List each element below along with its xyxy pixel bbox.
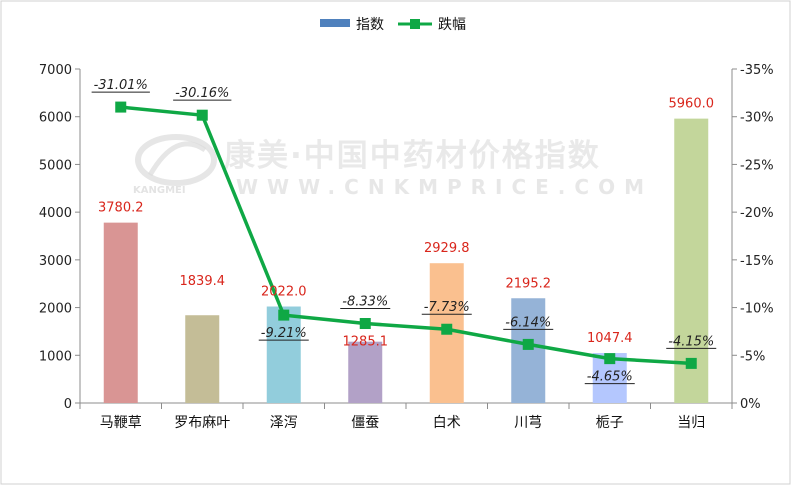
line-point	[278, 309, 290, 321]
bar	[266, 306, 301, 403]
left-tick-label: 3000	[39, 254, 72, 269]
watermark-brand-text: KANGMEI	[133, 185, 186, 196]
x-category-label: 白术	[433, 415, 461, 431]
data-labels: 3780.2 1839.4 2022.0 1285.1 2929.8 2195.2 1047…	[91, 78, 717, 385]
x-category-label: 当归	[677, 414, 705, 431]
line-value-label: -8.33%	[342, 295, 388, 310]
line-point	[441, 323, 453, 335]
bar	[103, 222, 138, 403]
bar	[674, 118, 709, 403]
right-tick-label: -10%	[740, 302, 774, 317]
bar-value-label: 2022.0	[261, 285, 307, 300]
legend-line-label: 跌幅	[438, 17, 466, 33]
line-value-label: -31.01%	[94, 78, 148, 93]
line-point	[685, 357, 697, 369]
bar	[348, 341, 383, 403]
line-point	[196, 109, 208, 121]
left-tick-label: 0	[64, 397, 72, 412]
line-value-label: -4.15%	[668, 334, 714, 349]
bar-value-label: 5960.0	[669, 97, 715, 112]
bar-value-label: 1047.4	[587, 331, 633, 346]
x-category-label: 罗布麻叶	[174, 415, 230, 431]
legend-bar-swatch	[320, 19, 350, 27]
right-tick-label: -15%	[740, 254, 774, 269]
left-tick-label: 5000	[39, 158, 72, 173]
x-category-label: 僵蚕	[351, 415, 379, 431]
left-tick-label: 4000	[39, 206, 72, 221]
bar-value-label: 3780.2	[98, 201, 144, 216]
right-tick-label: -35%	[740, 63, 774, 78]
left-tick-label: 2000	[39, 302, 72, 317]
right-tick-label: 0%	[740, 397, 761, 412]
decline-line	[120, 105, 692, 366]
right-tick-label: -30%	[740, 111, 774, 126]
line-value-label: -6.14%	[505, 315, 551, 330]
x-category-label: 泽泻	[270, 415, 298, 431]
legend-line-marker	[410, 19, 420, 29]
line-point	[604, 353, 616, 365]
left-tick-label: 1000	[39, 349, 72, 364]
legend: 指数 跌幅	[320, 17, 466, 33]
line-point	[359, 318, 371, 330]
line-value-label: -7.73%	[424, 300, 470, 315]
right-tick-label: -25%	[740, 158, 774, 173]
bar-value-label: 2195.2	[506, 276, 552, 291]
watermark-logo-icon	[135, 134, 217, 186]
line-value-label: -30.16%	[175, 86, 229, 101]
line-point	[115, 101, 127, 113]
line-value-label: -9.21%	[261, 326, 307, 341]
axes: 0 1000 2000 3000 4000 5000 6000 7000 0% -5% -10% -1…	[39, 63, 774, 431]
x-category-label: 马鞭草	[100, 415, 142, 431]
watermark-url-text: WWW.CNKMPRICE.COM	[236, 175, 653, 199]
line-value-label: -4.65%	[587, 370, 633, 385]
x-category-label: 栀子	[596, 415, 624, 431]
left-tick-label: 7000	[39, 63, 72, 78]
bar	[185, 315, 220, 403]
watermark: 康美·中国中药材价格指数 KANGMEI WWW.CNKMPRICE.COM	[133, 134, 653, 199]
x-category-label: 川芎	[514, 415, 542, 431]
legend-bar-label: 指数	[356, 17, 384, 33]
line-series	[115, 101, 697, 369]
bar-value-label: 2929.8	[424, 241, 470, 256]
right-tick-label: -5%	[740, 349, 765, 364]
watermark-main-text: 康美·中国中药材价格指数	[224, 138, 601, 174]
line-point	[522, 338, 534, 350]
bar-value-label: 1839.4	[180, 274, 226, 289]
bar	[511, 298, 546, 403]
bar-value-label: 1285.1	[343, 335, 389, 350]
left-tick-label: 6000	[39, 111, 72, 126]
right-tick-label: -20%	[740, 206, 774, 221]
